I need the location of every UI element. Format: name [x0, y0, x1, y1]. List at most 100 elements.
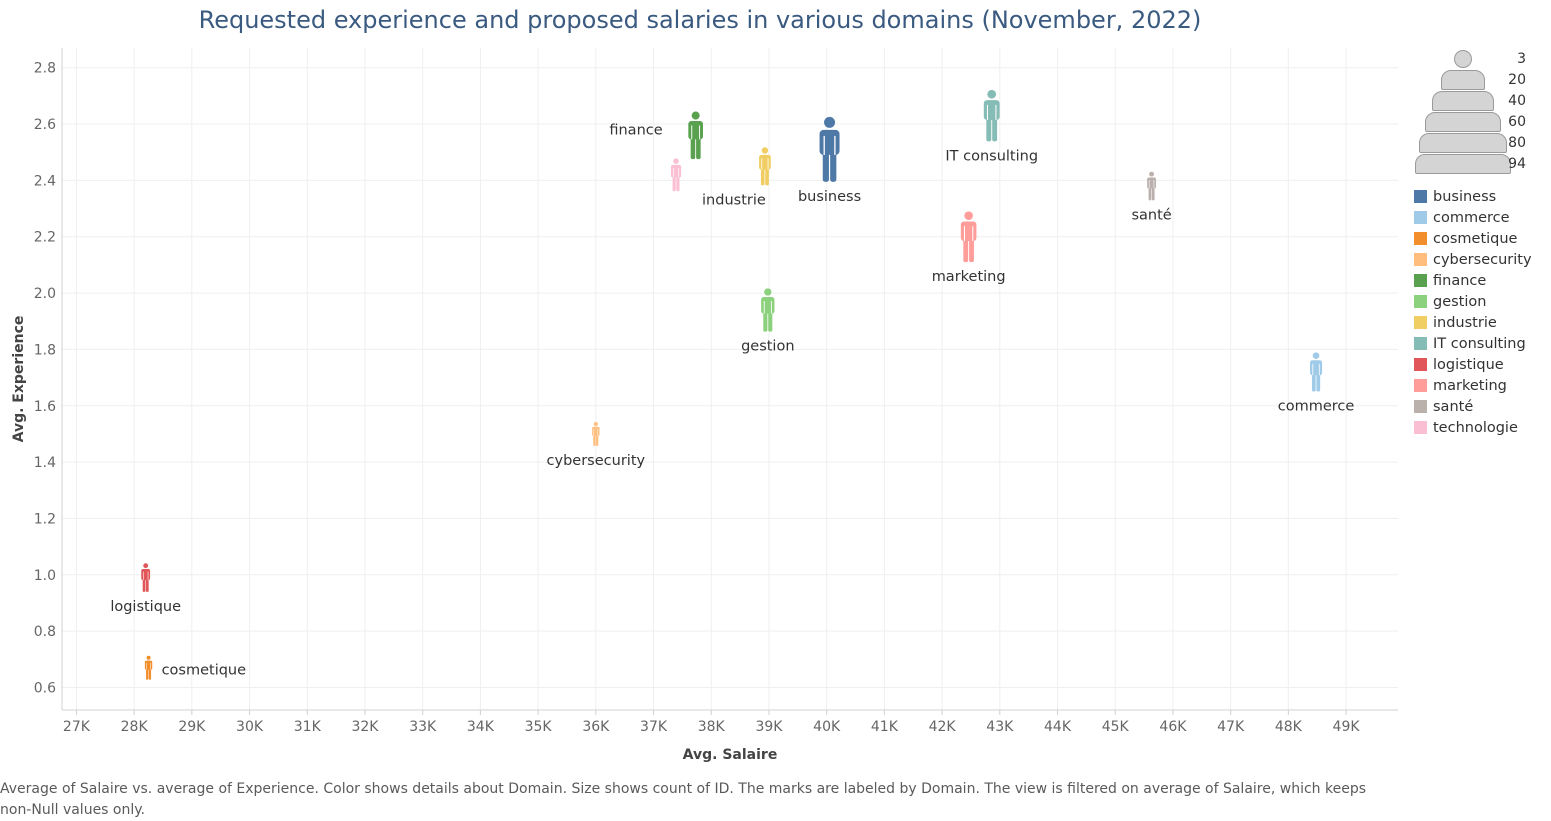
mark-business[interactable] — [819, 116, 840, 182]
legend-swatch — [1414, 400, 1427, 413]
legend-label: santé — [1433, 398, 1474, 415]
x-tick-label: 43K — [986, 719, 1014, 735]
legend-item-sant-[interactable]: santé — [1414, 396, 1532, 417]
chart-title: Requested experience and proposed salari… — [198, 6, 1202, 34]
x-tick-label: 42K — [929, 719, 957, 735]
y-tick-label: 1.0 — [34, 568, 56, 584]
x-axis-title: Avg. Salaire — [683, 747, 778, 763]
size-legend: 3 20 40 60 80 94 — [1410, 48, 1551, 178]
mark-label-marketing: marketing — [932, 269, 1006, 285]
legend-swatch — [1414, 421, 1427, 434]
x-tick-label: 40K — [813, 719, 841, 735]
legend-swatch — [1414, 379, 1427, 392]
mark-label-business: business — [798, 189, 861, 205]
y-tick-label: 2.0 — [34, 286, 56, 302]
legend-label: cybersecurity — [1433, 251, 1532, 268]
size-legend-row: 20 — [1410, 69, 1538, 90]
y-tick-label: 1.8 — [34, 342, 56, 358]
mark-gestion[interactable] — [761, 288, 775, 332]
legend-item-marketing[interactable]: marketing — [1414, 375, 1532, 396]
mark-cosmetique[interactable] — [144, 655, 153, 680]
legend-item-business[interactable]: business — [1414, 186, 1532, 207]
grid-lines — [62, 48, 1398, 710]
size-legend-label: 60 — [1508, 114, 1526, 130]
mark-label-sant-: santé — [1131, 207, 1171, 223]
x-tick-label: 30K — [236, 719, 264, 735]
size-legend-shape — [1425, 112, 1501, 132]
mark-industrie[interactable] — [759, 147, 771, 186]
legend-label: cosmetique — [1433, 230, 1518, 247]
y-tick-label: 1.2 — [34, 511, 56, 527]
x-tick-label: 41K — [871, 719, 899, 735]
y-tick-label: 2.4 — [34, 173, 56, 189]
mark-label-finance: finance — [609, 122, 662, 138]
mark-sant-[interactable] — [1147, 171, 1156, 201]
size-legend-shape — [1432, 91, 1494, 111]
legend-label: IT consulting — [1433, 335, 1526, 352]
legend-label: technologie — [1433, 419, 1518, 436]
mark-cybersecurity[interactable] — [592, 421, 600, 446]
legend-swatch — [1414, 211, 1427, 224]
legend-label: commerce — [1433, 209, 1510, 226]
x-tick-label: 35K — [525, 719, 553, 735]
legend-item-it-consulting[interactable]: IT consulting — [1414, 333, 1532, 354]
mark-finance[interactable] — [688, 111, 703, 160]
size-legend-shape — [1415, 154, 1511, 174]
x-tick-label: 32K — [351, 719, 379, 735]
mark-it-consulting[interactable] — [983, 89, 1000, 142]
x-tick-label: 28K — [121, 719, 149, 735]
mark-technologie[interactable] — [670, 158, 682, 192]
legend-label: marketing — [1433, 377, 1507, 394]
x-tick-label: 36K — [582, 719, 610, 735]
legend-swatch — [1414, 253, 1427, 266]
size-legend-shape — [1454, 50, 1472, 68]
size-legend-label: 40 — [1508, 93, 1526, 109]
x-tick-label: 31K — [294, 719, 322, 735]
legend-label: business — [1433, 188, 1497, 205]
mark-logistique[interactable] — [141, 563, 151, 592]
x-tick-label: 45K — [1102, 719, 1130, 735]
legend-swatch — [1414, 295, 1427, 308]
data-marks: business commerce cosmetique cybersecurity f… — [110, 89, 1354, 680]
legend-label: finance — [1433, 272, 1487, 289]
legend-item-industrie[interactable]: industrie — [1414, 312, 1532, 333]
x-tick-label: 39K — [755, 719, 783, 735]
size-legend-shape — [1419, 133, 1507, 153]
mark-marketing[interactable] — [960, 211, 977, 263]
legend-item-cosmetique[interactable]: cosmetique — [1414, 228, 1532, 249]
y-tick-label: 0.6 — [34, 680, 56, 696]
x-tick-label: 37K — [640, 719, 668, 735]
y-tick-label: 2.6 — [34, 117, 56, 133]
x-tick-label: 34K — [467, 719, 495, 735]
mark-label-gestion: gestion — [741, 339, 794, 355]
x-tick-label: 38K — [698, 719, 726, 735]
scatter-plot: 27K 28K 29K 30K 31K 32K 33K 34K 35K 36K 37K 38K 39K 4… — [11, 48, 1398, 763]
mark-label-cybersecurity: cybersecurity — [547, 453, 646, 469]
legend-item-technologie[interactable]: technologie — [1414, 417, 1532, 438]
x-tick-label: 29K — [178, 719, 206, 735]
y-tick-label: 0.8 — [34, 624, 56, 640]
size-legend-label: 3 — [1517, 51, 1526, 67]
y-axis-title: Avg. Experience — [11, 316, 27, 443]
legend-label: gestion — [1433, 293, 1487, 310]
legend-item-logistique[interactable]: logistique — [1414, 354, 1532, 375]
size-legend-row: 80 — [1410, 132, 1538, 153]
legend-item-gestion[interactable]: gestion — [1414, 291, 1532, 312]
size-legend-label: 20 — [1508, 72, 1526, 88]
legend-swatch — [1414, 232, 1427, 245]
y-tick-label: 2.8 — [34, 61, 56, 77]
size-legend-row: 3 — [1410, 48, 1538, 69]
x-tick-label: 27K — [63, 719, 91, 735]
x-tick-label: 44K — [1044, 719, 1072, 735]
size-legend-row: 40 — [1410, 90, 1538, 111]
legend-swatch — [1414, 358, 1427, 371]
legend-item-commerce[interactable]: commerce — [1414, 207, 1532, 228]
legend-item-finance[interactable]: finance — [1414, 270, 1532, 291]
x-tick-label: 47K — [1217, 719, 1245, 735]
mark-label-cosmetique: cosmetique — [162, 663, 247, 679]
legend: 3 20 40 60 80 94 business commerce cosmetique cy… — [1410, 48, 1551, 436]
legend-item-cybersecurity[interactable]: cybersecurity — [1414, 249, 1532, 270]
mark-commerce[interactable] — [1310, 352, 1323, 392]
y-tick-label: 1.6 — [34, 399, 56, 415]
chart-caption: Average of Salaire vs. average of Experi… — [0, 781, 1366, 818]
